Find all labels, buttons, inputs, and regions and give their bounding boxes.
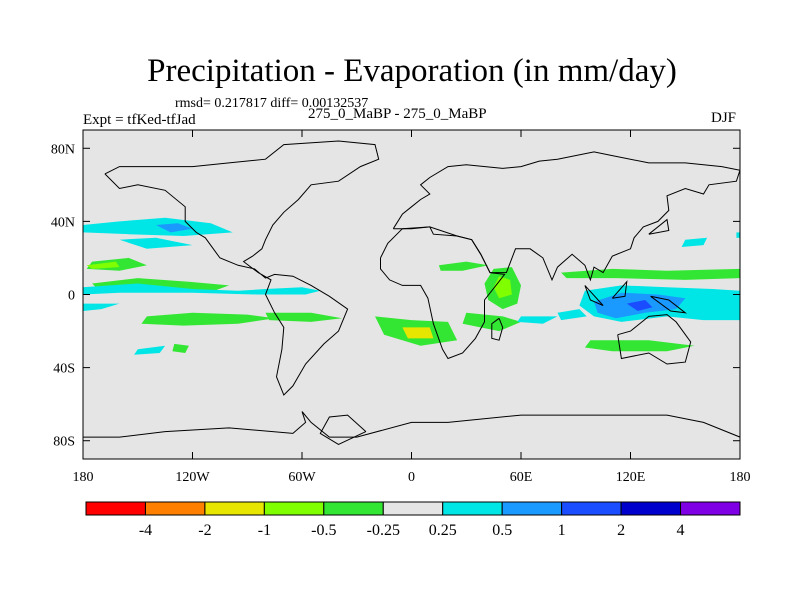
- colorbar-swatch-2: [204, 501, 265, 516]
- coastline-9: [650, 295, 688, 314]
- colorbar-label-5: 0.25: [429, 522, 457, 539]
- contour-region-17: [517, 316, 558, 324]
- coastline-1: [392, 151, 740, 282]
- colorbar-label-2: -1: [258, 522, 271, 539]
- colorbar-label-1: -2: [198, 522, 211, 539]
- coastline-7: [584, 285, 604, 306]
- colorbar-swatch-5: [382, 501, 444, 516]
- contour-region-23: [681, 237, 708, 247]
- y-axis: 80N 40N 0 40S 80S: [51, 142, 740, 450]
- contour-region-26: [172, 343, 189, 353]
- contour-region-11: [402, 327, 434, 339]
- contour-region-7: [83, 303, 120, 311]
- y-tick-label-2: 0: [68, 289, 75, 304]
- contour-region-14: [493, 276, 512, 299]
- colorbar-swatch-8: [561, 501, 622, 516]
- coastline-6: [491, 317, 504, 341]
- colorbar-swatch-3: [263, 501, 325, 516]
- colorbar-label-8: 2: [617, 522, 625, 539]
- x-tick-label-1: 120W: [175, 470, 210, 485]
- y-tick-label-1: 40N: [51, 215, 75, 230]
- season-label: DJF: [711, 110, 737, 126]
- coastline-2: [380, 226, 506, 360]
- colorbar-swatch-9: [620, 501, 682, 516]
- x-tick-label-5: 120E: [616, 470, 646, 485]
- contour-region-25: [134, 345, 166, 355]
- contour-regions: [83, 217, 740, 355]
- experiment-label: Expt = tfKed-tfJad: [83, 112, 196, 128]
- y-tick-label-0: 80N: [51, 142, 75, 157]
- stats-label: rmsd= 0.217817 diff= 0.00132537: [175, 96, 369, 111]
- contour-region-8: [141, 312, 275, 326]
- colorbar-swatch-6: [442, 501, 503, 516]
- contour-region-9: [265, 312, 343, 322]
- x-tick-label-3: 0: [408, 470, 415, 485]
- x-tick-label-2: 60W: [288, 470, 316, 485]
- colorbar-label-3: -0.5: [311, 522, 336, 539]
- coastline-10: [648, 218, 670, 235]
- colorbar-swatch-0: [85, 501, 146, 516]
- contour-region-22: [584, 340, 695, 352]
- coastline-3: [617, 314, 692, 365]
- colorbar-swatch-7: [501, 501, 563, 516]
- colorbar-label-9: 4: [677, 522, 685, 539]
- colorbar-label-0: -4: [139, 522, 152, 539]
- colorbar: -4 -2 -1 -0.5 -0.25 0.25 0.5 1 2 4: [85, 501, 741, 539]
- contour-region-4: [86, 261, 120, 269]
- coastline-0: [104, 140, 380, 396]
- x-axis: 180 120W 60W 0 60E 120E 180: [73, 130, 751, 485]
- colorbar-swatch-4: [323, 501, 384, 516]
- y-tick-label-4: 80S: [53, 435, 75, 450]
- x-tick-label-6: 180: [730, 470, 751, 485]
- contour-region-1: [156, 223, 193, 233]
- contour-region-6: [83, 283, 321, 295]
- coastline-8: [611, 280, 628, 299]
- contour-region-2: [119, 237, 193, 249]
- run-label: 275_0_MaBP - 275_0_MaBP: [308, 106, 487, 122]
- colorbar-label-7: 1: [558, 522, 566, 539]
- colorbar-swatch-10: [680, 501, 741, 516]
- chart-title: Precipitation - Evaporation (in mm/day): [147, 53, 677, 89]
- y-tick-label-3: 40S: [53, 362, 75, 377]
- contour-region-21: [626, 300, 653, 311]
- contour-region-18: [561, 268, 740, 280]
- x-tick-label-4: 60E: [510, 470, 533, 485]
- contour-region-15: [438, 261, 489, 271]
- contour-region-12: [462, 312, 521, 332]
- contour-region-24: [736, 232, 740, 238]
- contour-region-16: [557, 309, 587, 321]
- coastline-4: [83, 411, 740, 459]
- coastlines: [83, 140, 740, 459]
- coastline-5: [319, 414, 367, 445]
- colorbar-label-4: -0.25: [367, 522, 400, 539]
- colorbar-label-6: 0.5: [492, 522, 512, 539]
- x-tick-label-0: 180: [73, 470, 94, 485]
- colorbar-swatch-1: [144, 501, 206, 516]
